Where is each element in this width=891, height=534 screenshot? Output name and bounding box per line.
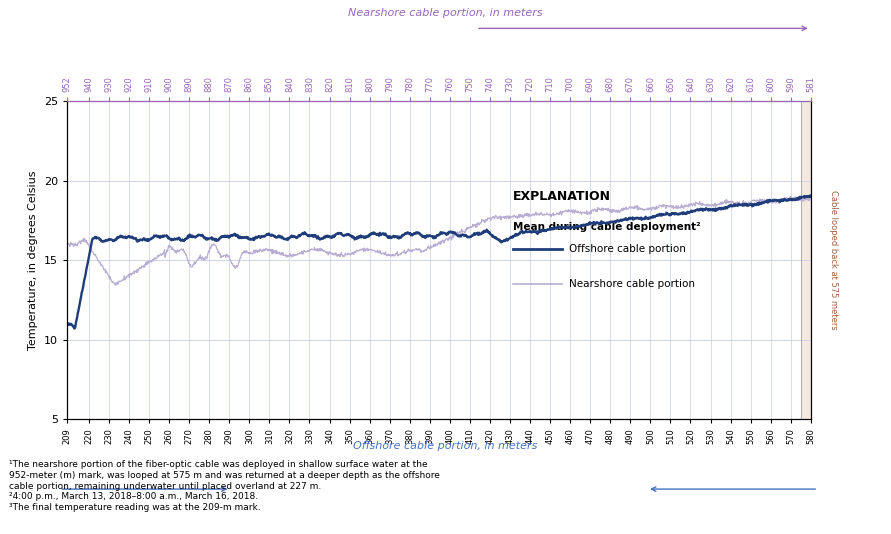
Text: Nearshore cable portion, in meters: Nearshore cable portion, in meters <box>348 8 543 18</box>
Text: Offshore cable portion: Offshore cable portion <box>569 244 686 254</box>
Y-axis label: Temperature, in degrees Celsius: Temperature, in degrees Celsius <box>29 170 38 350</box>
Text: EXPLANATION: EXPLANATION <box>513 191 611 203</box>
Text: Nearshore cable portion: Nearshore cable portion <box>569 279 695 289</box>
Text: Mean during cable deployment²: Mean during cable deployment² <box>513 222 701 232</box>
Text: ¹The nearshore portion of the fiber-optic cable was deployed in shallow surface : ¹The nearshore portion of the fiber-opti… <box>9 460 428 469</box>
Text: ²4:00 p.m., March 13, 2018–8:00 a.m., March 16, 2018.: ²4:00 p.m., March 13, 2018–8:00 a.m., Ma… <box>9 492 258 501</box>
Text: cable portion, remaining underwater until placed overland at 227 m.: cable portion, remaining underwater unti… <box>9 482 321 491</box>
Text: Offshore cable portion, in meters: Offshore cable portion, in meters <box>354 441 537 451</box>
Text: 952-meter (m) mark, was looped at 575 m and was returned at a deeper depth as th: 952-meter (m) mark, was looped at 575 m … <box>9 471 440 480</box>
Text: Cable looped back at 575 meters: Cable looped back at 575 meters <box>829 191 838 330</box>
Bar <box>801 101 811 419</box>
Text: ³The final temperature reading was at the 209-m mark.: ³The final temperature reading was at th… <box>9 503 260 512</box>
